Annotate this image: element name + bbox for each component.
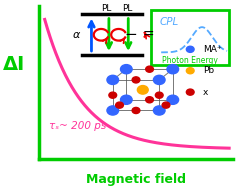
Circle shape	[146, 66, 153, 72]
Circle shape	[120, 95, 132, 104]
Text: Photon Energy: Photon Energy	[162, 56, 218, 65]
Text: PL: PL	[122, 4, 132, 13]
Circle shape	[146, 97, 153, 103]
Circle shape	[155, 92, 163, 98]
Circle shape	[186, 46, 194, 52]
Text: τₛ~ 200 ps: τₛ~ 200 ps	[49, 121, 106, 131]
Circle shape	[107, 75, 118, 84]
Text: −: −	[125, 27, 137, 42]
Circle shape	[137, 86, 148, 94]
Circle shape	[109, 92, 117, 98]
Circle shape	[186, 68, 194, 74]
Text: PL: PL	[101, 4, 111, 13]
Text: MA⁺: MA⁺	[203, 45, 221, 54]
Circle shape	[167, 95, 179, 104]
Bar	[151, 9, 229, 65]
Circle shape	[167, 65, 179, 74]
Circle shape	[107, 106, 118, 115]
Text: x: x	[203, 88, 208, 97]
Text: CPL: CPL	[159, 17, 178, 27]
Circle shape	[132, 77, 140, 83]
Circle shape	[186, 89, 194, 95]
Text: $\alpha$: $\alpha$	[72, 30, 81, 40]
Circle shape	[132, 107, 140, 114]
Circle shape	[153, 75, 165, 84]
Circle shape	[162, 102, 170, 108]
Text: =: =	[143, 28, 154, 42]
Text: Pb: Pb	[203, 66, 214, 75]
Circle shape	[153, 106, 165, 115]
Text: Magnetic field: Magnetic field	[86, 173, 186, 186]
Circle shape	[116, 102, 123, 108]
Circle shape	[120, 65, 132, 74]
Text: ΔI: ΔI	[3, 55, 25, 74]
